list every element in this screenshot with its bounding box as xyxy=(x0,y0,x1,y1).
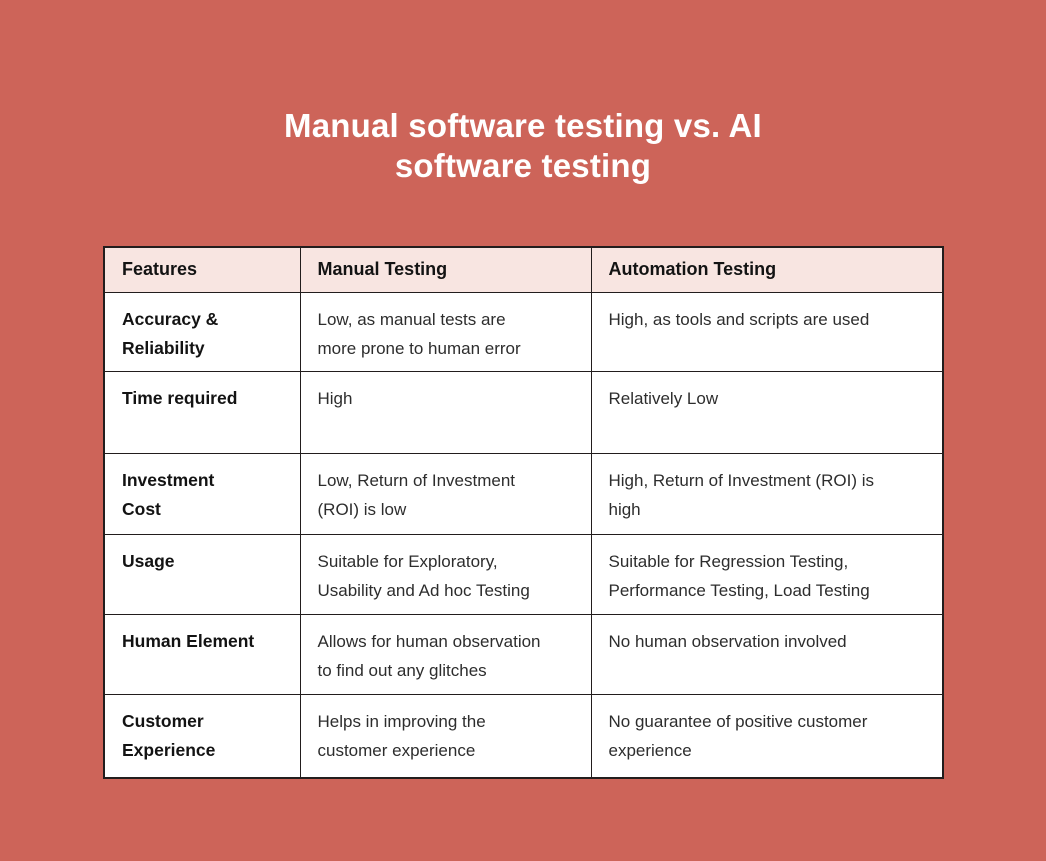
cell-feature: Customer Experience xyxy=(103,693,301,779)
cell-manual: Suitable for Exploratory, Usability and … xyxy=(299,533,592,615)
table-row: Time required High Relatively Low xyxy=(103,370,944,454)
cell-manual: Low, Return of Investment (ROI) is low xyxy=(299,452,592,535)
table-row: Investment Cost Low, Return of Investmen… xyxy=(103,452,944,535)
cell-manual: Low, as manual tests are more prone to h… xyxy=(299,291,592,372)
column-header-manual: Manual Testing xyxy=(299,246,592,293)
cell-feature: Investment Cost xyxy=(103,452,301,535)
table-row: Customer Experience Helps in improving t… xyxy=(103,693,944,779)
cell-automation: Relatively Low xyxy=(590,370,944,454)
cell-automation: High, Return of Investment (ROI) is high xyxy=(590,452,944,535)
cell-feature: Usage xyxy=(103,533,301,615)
comparison-table: Features Manual Testing Automation Testi… xyxy=(103,246,944,779)
cell-manual: High xyxy=(299,370,592,454)
cell-feature: Accuracy & Reliability xyxy=(103,291,301,372)
cell-feature: Time required xyxy=(103,370,301,454)
table-row: Accuracy & Reliability Low, as manual te… xyxy=(103,291,944,372)
cell-automation: No human observation involved xyxy=(590,613,944,695)
page-title: Manual software testing vs. AI software … xyxy=(284,107,762,185)
cell-automation: High, as tools and scripts are used xyxy=(590,291,944,372)
cell-automation: No guarantee of positive customer experi… xyxy=(590,693,944,779)
column-header-features: Features xyxy=(103,246,301,293)
cell-manual: Helps in improving the customer experien… xyxy=(299,693,592,779)
column-header-automation: Automation Testing xyxy=(590,246,944,293)
table-header-row: Features Manual Testing Automation Testi… xyxy=(103,246,944,293)
cell-feature: Human Element xyxy=(103,613,301,695)
table-row: Usage Suitable for Exploratory, Usabilit… xyxy=(103,533,944,615)
table-row: Human Element Allows for human observati… xyxy=(103,613,944,695)
cell-manual: Allows for human observation to find out… xyxy=(299,613,592,695)
cell-automation: Suitable for Regression Testing, Perform… xyxy=(590,533,944,615)
